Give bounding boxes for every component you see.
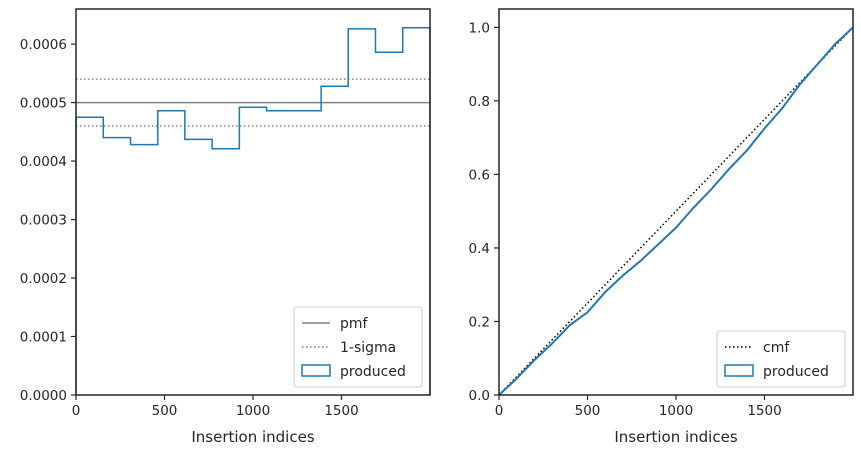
produced-histogram [75, 26, 431, 395]
y-tick-label: 0.0000 [20, 388, 67, 404]
x-axis-label: Insertion indices [191, 428, 314, 446]
legend-box [716, 330, 846, 388]
legend-swatch-produced [301, 364, 331, 377]
legend-label-cmf: cmf [763, 340, 790, 356]
y-tick-label: 0.0005 [20, 96, 67, 112]
y-tick-label: 0.0 [469, 388, 490, 404]
axes-frame [75, 8, 431, 396]
legend-box [293, 306, 423, 388]
cmf-line [498, 26, 854, 396]
x-tick-label: 500 [152, 403, 178, 419]
y-tick-label: 0.0004 [20, 154, 67, 170]
x-axis-label: Insertion indices [614, 428, 737, 446]
y-tick-label: 1.0 [469, 20, 490, 36]
cmf-panel: 0 500 1000 1500 0.0 0.2 0.4 0.6 0.8 1.0 Insertion … [469, 8, 854, 446]
legend-label-pmf: pmf [340, 316, 369, 332]
legend-label-sigma: 1-sigma [340, 340, 396, 356]
x-tick-label: 0 [495, 403, 504, 419]
legend-label-produced: produced [340, 364, 406, 380]
y-tick-label: 0.0001 [20, 330, 67, 346]
legend-label-produced: produced [763, 364, 829, 380]
y-tick-label: 0.0002 [20, 271, 67, 287]
x-tick-label: 1000 [659, 403, 693, 419]
x-tick-label: 500 [575, 403, 601, 419]
y-tick-label: 0.0006 [20, 37, 67, 53]
y-tick-label: 0.8 [469, 94, 490, 110]
y-tick-label: 0.4 [469, 241, 490, 257]
y-tick-label: 0.6 [469, 167, 490, 183]
y-tick-label: 0.2 [469, 314, 490, 330]
x-tick-label: 1000 [236, 403, 270, 419]
legend-swatch-produced [724, 364, 754, 377]
axes-frame [498, 8, 854, 396]
x-tick-label: 0 [72, 403, 81, 419]
y-tick-label: 0.0003 [20, 213, 67, 229]
produced-cumulative [498, 26, 854, 396]
pmf-panel: 0 500 1000 1500 0.0000 0.0001 0.0002 0.0003 0.00… [20, 8, 431, 446]
x-tick-label: 1500 [747, 403, 781, 419]
x-tick-label: 1500 [324, 403, 358, 419]
